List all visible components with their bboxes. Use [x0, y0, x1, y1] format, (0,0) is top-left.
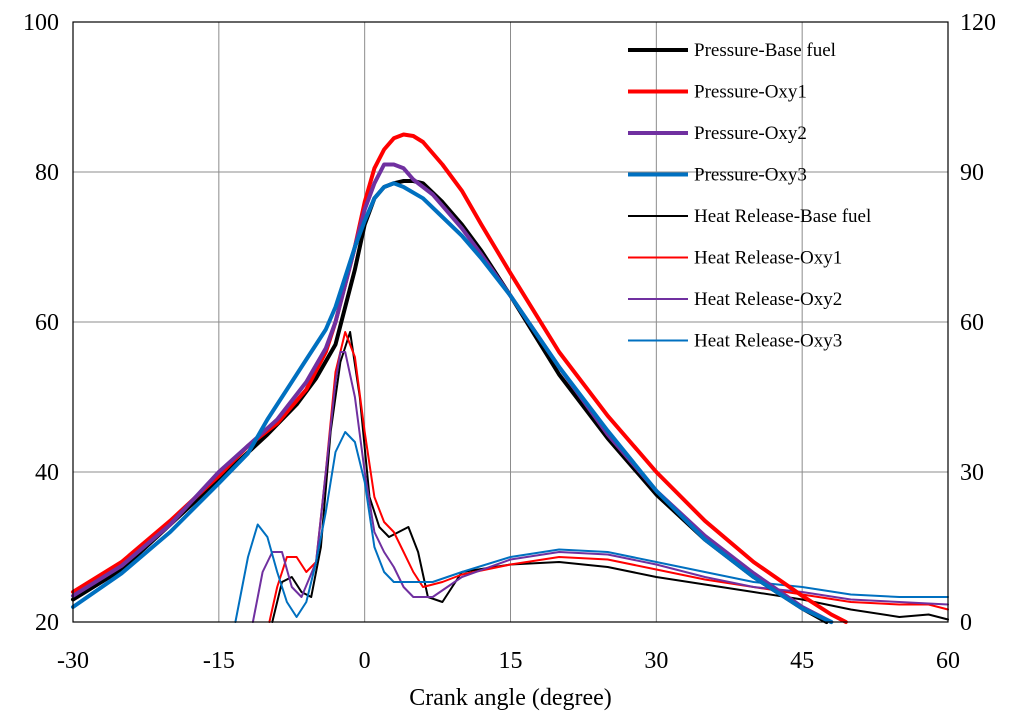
y-tick-label: 40	[35, 460, 59, 486]
series-line-7	[251, 351, 949, 623]
series-line-8	[234, 431, 949, 623]
y-tick-label: 60	[35, 310, 59, 336]
y2-tick-label: 120	[960, 10, 996, 36]
legend-label: Heat Release-Oxy2	[694, 289, 842, 310]
y2-tick-label: 30	[960, 460, 984, 486]
series-line-3	[71, 162, 834, 624]
series-lines	[71, 132, 949, 624]
series-line-6	[268, 331, 949, 623]
x-tick-label: -30	[57, 648, 89, 674]
y-tick-label: 80	[35, 160, 59, 186]
legend-label: Pressure-Oxy2	[694, 123, 807, 144]
gridlines	[73, 22, 948, 622]
y2-tick-label: 0	[960, 610, 972, 636]
x-axis-title: Crank angle (degree)	[409, 685, 612, 711]
y2-tick-label: 90	[960, 160, 984, 186]
plot-frame	[72, 21, 949, 623]
legend-label: Heat Release-Oxy3	[694, 331, 842, 352]
x-tick-label: 0	[359, 648, 371, 674]
legend-label: Pressure-Oxy1	[694, 82, 807, 103]
x-tick-label: 30	[644, 648, 668, 674]
x-tick-label: 15	[499, 648, 523, 674]
x-tick-label: -15	[203, 648, 235, 674]
y-tick-label: 20	[35, 610, 59, 636]
series-line-4	[71, 181, 834, 624]
y2-tick-label: 60	[960, 310, 984, 336]
legend: Pressure-Base fuel Pressure-Oxy1 Pressure-…	[628, 40, 871, 352]
legend-label: Pressure-Oxy3	[694, 165, 807, 186]
series-line-5	[271, 331, 949, 623]
y-tick-label: 100	[23, 10, 59, 36]
legend-label: Heat Release-Base fuel	[694, 206, 871, 227]
x-tick-label: 45	[790, 648, 814, 674]
tick-labels: -30 -15 0 15 30 45 60 20 40 60 80 100 0 30 60 90 120	[23, 10, 996, 674]
legend-label: Heat Release-Oxy1	[694, 248, 842, 269]
series-line-2	[71, 132, 848, 624]
legend-label: Pressure-Base fuel	[694, 40, 836, 61]
x-tick-label: 60	[936, 648, 960, 674]
